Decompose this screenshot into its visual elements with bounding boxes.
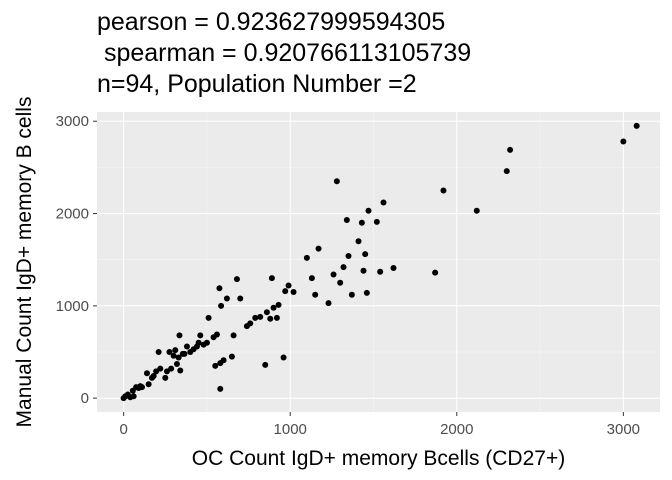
data-point (363, 289, 370, 296)
x-tick-label: 1000 (274, 421, 307, 438)
data-point (130, 393, 137, 400)
data-point (373, 218, 380, 225)
x-axis-ticks: 0 1000 2000 3000 (119, 412, 640, 438)
chart-title-spearman: spearman = 0.920766113105739 (97, 39, 472, 67)
y-tick-label: 3000 (56, 113, 89, 130)
data-point (285, 282, 292, 289)
data-point (330, 271, 337, 278)
data-point (268, 275, 275, 282)
data-point (263, 309, 270, 316)
y-axis-ticks: 0 1000 2000 3000 (56, 113, 97, 407)
data-point (337, 279, 344, 286)
data-point (312, 291, 319, 298)
plot-panel (97, 112, 660, 412)
data-point (247, 320, 254, 327)
data-point (228, 353, 235, 360)
data-point (365, 207, 372, 214)
data-point (267, 315, 274, 322)
y-tick-label: 0 (81, 390, 89, 407)
data-point (205, 314, 212, 321)
data-point (237, 295, 244, 302)
chart-title-population: n=94, Population Number =2 (97, 70, 417, 98)
data-point (275, 301, 282, 308)
data-point (170, 352, 177, 359)
data-point (362, 251, 369, 258)
chart-title-pearson: pearson = 0.923627999594305 (97, 8, 446, 36)
data-point (173, 361, 180, 367)
data-point (230, 332, 237, 339)
data-point (162, 374, 169, 381)
data-point (620, 138, 627, 145)
data-point (177, 367, 184, 374)
data-point (473, 207, 480, 214)
major-gridlines (97, 112, 660, 412)
data-point (270, 304, 277, 311)
x-axis-title: OC Count IgD+ memory Bcells (CD27+) (192, 447, 565, 470)
data-point (257, 313, 264, 320)
data-point (183, 343, 190, 350)
data-point (432, 269, 439, 276)
data-point (360, 267, 367, 274)
data-point (355, 238, 362, 245)
data-point (345, 253, 352, 259)
data-point (440, 187, 447, 194)
data-point (172, 347, 179, 354)
data-point (280, 354, 287, 361)
data-point (358, 219, 365, 226)
x-tick-label: 2000 (440, 421, 473, 438)
data-point (181, 350, 188, 357)
data-point (213, 331, 220, 338)
data-point (233, 276, 240, 283)
y-axis-title: Manual Count IgD+ memory B cells (13, 97, 36, 428)
data-point (155, 349, 162, 355)
data-point (377, 268, 384, 275)
data-point (333, 178, 340, 185)
data-point (218, 302, 225, 309)
x-tick-label: 0 (119, 421, 127, 438)
data-point (503, 168, 510, 175)
data-point (176, 332, 183, 339)
data-point (343, 217, 350, 223)
data-point (145, 381, 152, 388)
data-point (325, 300, 332, 307)
data-point (390, 265, 397, 271)
data-point (507, 146, 514, 153)
y-tick-label: 2000 (56, 206, 89, 223)
data-point (175, 354, 182, 361)
data-point (166, 349, 173, 355)
y-tick-label: 1000 (56, 298, 89, 315)
data-point (223, 295, 230, 302)
data-point (195, 339, 202, 346)
data-point (348, 291, 355, 298)
data-point (340, 264, 347, 271)
data-point (273, 314, 280, 321)
data-point (212, 362, 219, 369)
data-point (380, 199, 387, 206)
data-point (150, 373, 157, 379)
data-point (220, 357, 227, 364)
data-point (157, 365, 164, 372)
data-point (217, 385, 224, 392)
x-tick-label: 3000 (607, 421, 640, 438)
data-points (120, 122, 640, 402)
data-point (216, 285, 223, 292)
data-point (203, 339, 210, 346)
data-point (633, 122, 640, 129)
data-point (143, 370, 150, 377)
data-point (138, 384, 145, 391)
data-point (303, 254, 310, 261)
data-point (168, 365, 175, 372)
data-point (197, 332, 204, 339)
data-point (252, 314, 259, 321)
data-point (262, 361, 269, 368)
data-point (308, 275, 315, 282)
data-point (282, 288, 289, 295)
data-point (290, 289, 297, 295)
data-point (315, 245, 322, 252)
